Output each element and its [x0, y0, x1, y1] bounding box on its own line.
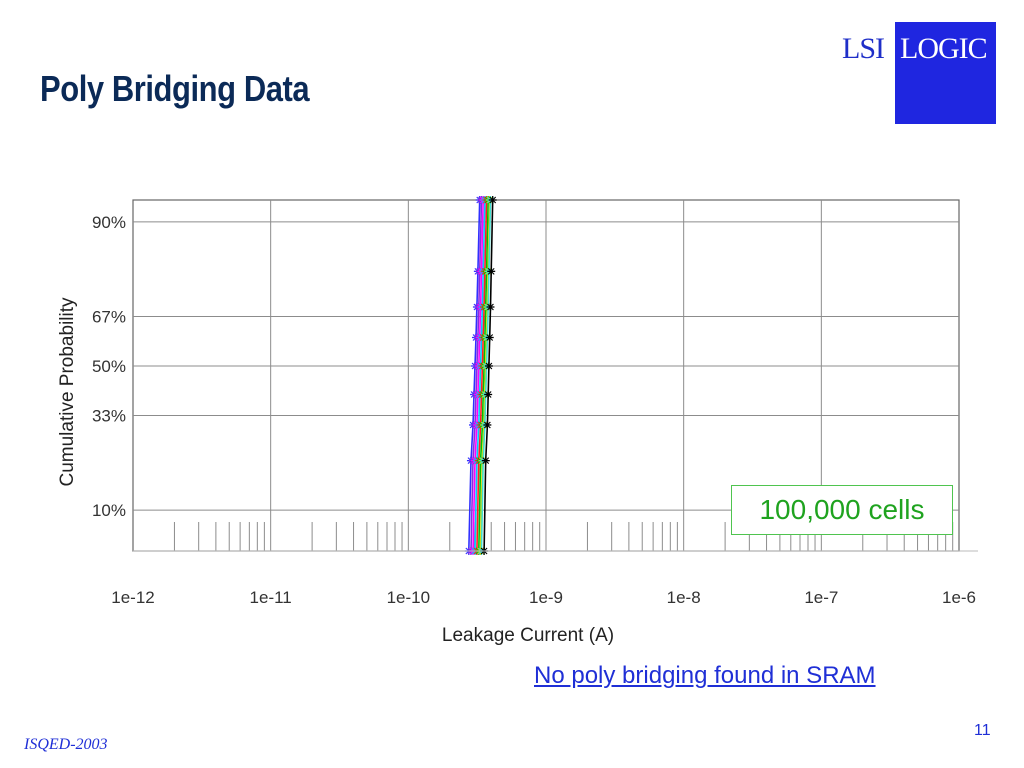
data-point: [488, 196, 497, 204]
data-point: [481, 456, 490, 465]
y-axis-label: Cumulative Probability: [57, 297, 78, 487]
y-tick-label: 10%: [92, 501, 126, 520]
logo-box: [895, 22, 996, 124]
point-stroke: [486, 334, 494, 341]
y-tick-label: 67%: [92, 308, 126, 327]
logo-text-lsi: LSI: [842, 32, 885, 65]
y-tick-label: 33%: [92, 406, 126, 425]
x-tick-label: 1e-11: [250, 588, 292, 607]
x-axis-label: Leakage Current (A): [442, 625, 614, 646]
x-tick-label: 1e-8: [667, 588, 701, 607]
point-stroke: [489, 196, 497, 204]
axes: 1e-12 1e-11 1e-10 1e-9 1e-8 1e-7 1e-6 10% 33% 50%…: [57, 213, 978, 646]
data-point: [483, 420, 492, 429]
cell-count-callout: 100,000 cells: [731, 485, 953, 535]
data-point: [486, 303, 495, 312]
point-stroke: [487, 267, 495, 275]
point-stroke: [482, 457, 490, 465]
data-point: [484, 390, 493, 399]
y-tick-label: 90%: [92, 213, 126, 232]
x-tick-label: 1e-9: [529, 588, 563, 607]
lsi-logic-logo: LSI LOGIC: [842, 22, 996, 124]
point-stroke: [483, 421, 491, 429]
logo-text-logic: LOGIC: [900, 32, 988, 65]
point-stroke: [485, 362, 493, 370]
slide-title: Poly Bridging Data: [40, 68, 310, 109]
y-tick-label: 50%: [92, 357, 126, 376]
footer-conference: ISQED-2003: [24, 736, 108, 753]
x-tick-label: 1e-10: [387, 588, 430, 607]
series-group: [464, 196, 497, 555]
finding-link[interactable]: No poly bridging found in SRAM: [534, 662, 876, 689]
data-point: [487, 267, 496, 276]
data-point: [484, 361, 493, 370]
x-tick-label: 1e-12: [111, 588, 154, 607]
page-number: 11: [974, 722, 991, 739]
point-stroke: [487, 303, 494, 311]
x-tick-label: 1e-7: [804, 588, 838, 607]
data-point: [485, 333, 494, 342]
x-tick-label: 1e-6: [942, 588, 976, 607]
point-stroke: [484, 391, 492, 398]
